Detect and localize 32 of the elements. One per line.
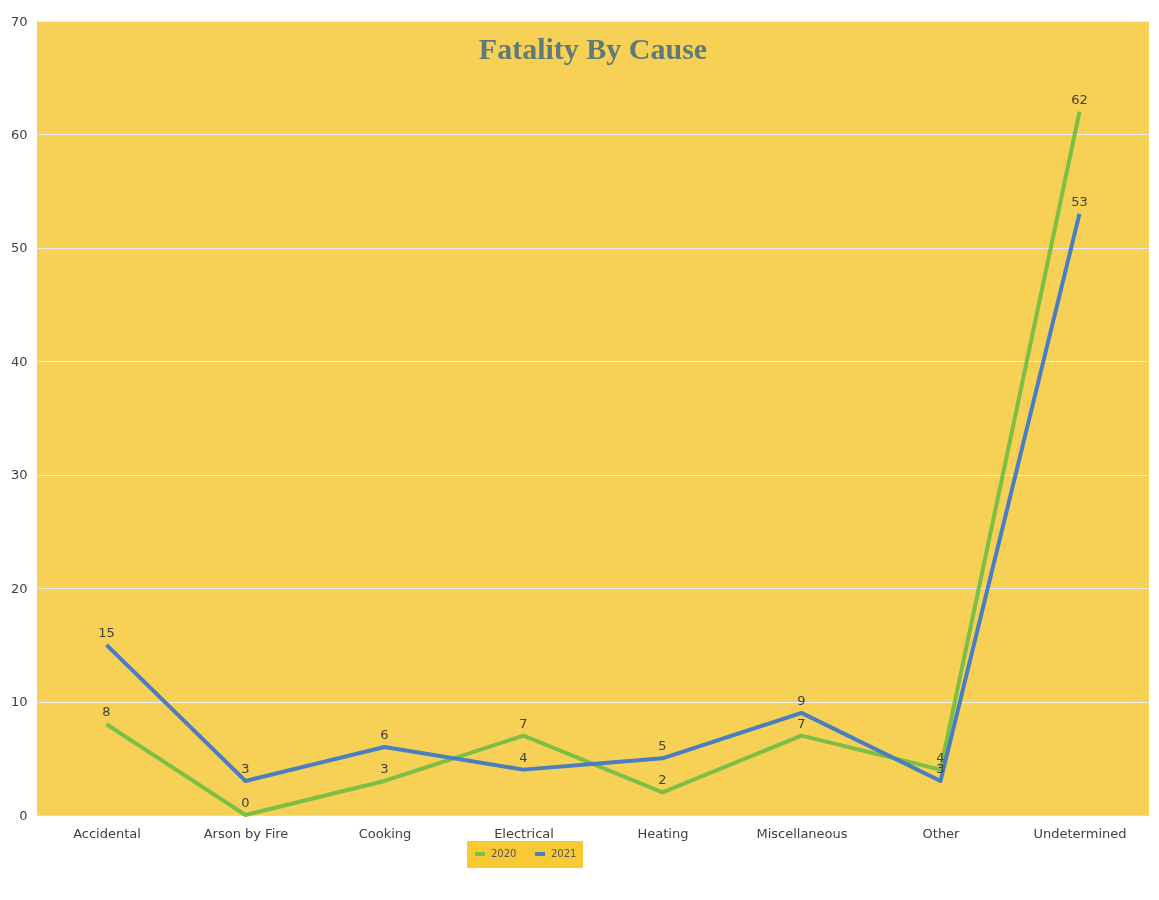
data-label: 62 <box>1071 91 1088 107</box>
data-label: 53 <box>1071 193 1088 209</box>
data-label: 6 <box>380 726 389 742</box>
chart-title: Fatality By Cause <box>478 32 708 65</box>
data-label: 4 <box>519 749 528 765</box>
y-tick-label: 40 <box>10 353 28 369</box>
data-label: 8 <box>102 704 111 720</box>
x-tick-label: Other <box>922 825 961 841</box>
y-tick-label: 30 <box>10 467 28 483</box>
data-label: 7 <box>519 715 528 731</box>
legend-label: 2020 <box>491 848 517 859</box>
y-tick-label: 20 <box>10 580 28 596</box>
x-tick-label: Accidental <box>73 825 141 841</box>
x-tick-label: Heating <box>637 825 689 841</box>
x-tick-label: Cooking <box>358 825 412 841</box>
x-tick-label: Arson by Fire <box>203 825 289 841</box>
data-label: 15 <box>98 624 115 640</box>
x-tick-label: Undetermined <box>1033 825 1127 841</box>
data-label: 5 <box>658 738 667 754</box>
data-label: 3 <box>241 760 250 776</box>
y-tick-label: 70 <box>10 13 28 29</box>
x-tick-label: Electrical <box>494 825 554 841</box>
data-label: 0 <box>241 795 250 810</box>
y-tick-label: 60 <box>10 126 28 142</box>
data-label: 3 <box>380 760 389 776</box>
y-tick-label: 10 <box>10 694 28 710</box>
y-tick-label: 50 <box>10 240 28 256</box>
data-label: 7 <box>797 715 806 731</box>
legend-label: 2021 <box>551 848 577 859</box>
x-tick-label: Miscellaneous <box>756 825 848 841</box>
data-label: 2 <box>658 772 667 788</box>
y-tick-label: 0 <box>19 807 28 823</box>
